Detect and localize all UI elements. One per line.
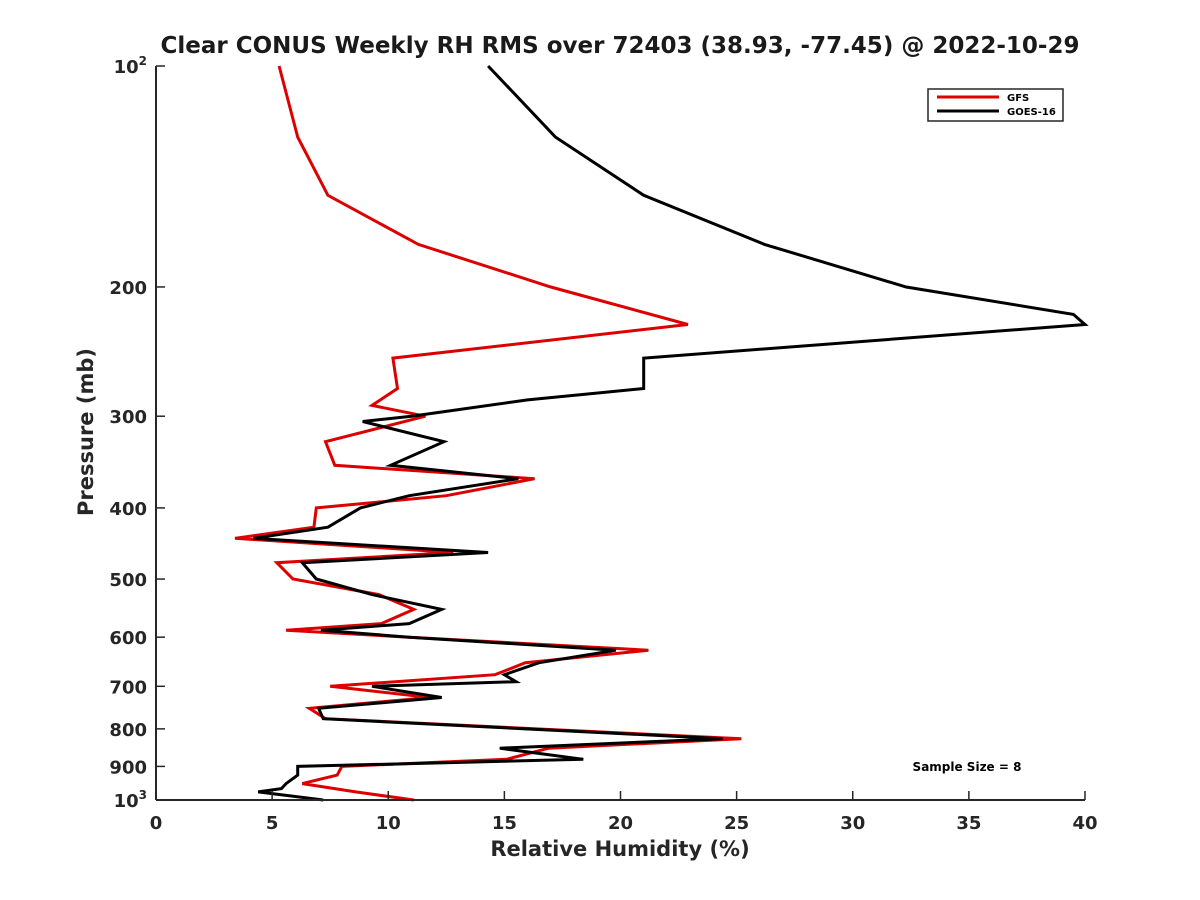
legend: GFS GOES-16 [927,88,1064,122]
x-tick-label: 40 [1072,813,1097,834]
y-tick-label: 300 [109,407,147,428]
legend-label-goes16: GOES-16 [1007,107,1056,118]
x-tick-label: 10 [376,813,401,834]
y-tick-label: 700 [109,677,147,698]
x-tick-label: 5 [266,813,279,834]
axes-group [155,66,1085,801]
chart-title: Clear CONUS Weekly RH RMS over 72403 (38… [161,33,1080,59]
y-tick-label: 400 [109,499,147,520]
y-tick-label: 900 [109,757,147,778]
y-tick-label: 800 [109,720,147,741]
legend-box [927,88,1064,122]
x-axis-label: Relative Humidity (%) [490,837,749,861]
sample-size-annotation: Sample Size = 8 [913,760,1022,774]
series-line-gfs [234,65,742,802]
y-tick-label: 500 [109,570,147,591]
y-tick-label: 103 [114,788,147,812]
x-tick-label: 35 [956,813,981,834]
ticks-group: 0 5 10 15 20 25 30 35 40 102 200 300 400 500 600 700 800… [109,54,1097,834]
legend-label-gfs: GFS [1007,93,1029,104]
plot-series-group [234,64,1089,802]
x-tick-label: 15 [492,813,517,834]
y-tick-label: 200 [109,278,147,299]
x-tick-label: 20 [608,813,633,834]
y-tick-label: 102 [114,54,147,78]
series-line-goes-16 [253,64,1089,802]
x-tick-label: 30 [840,813,865,834]
y-tick-label: 600 [109,628,147,649]
x-tick-label: 0 [150,813,163,834]
x-tick-label: 25 [724,813,749,834]
y-axis-label: Pressure (mb) [74,348,98,516]
